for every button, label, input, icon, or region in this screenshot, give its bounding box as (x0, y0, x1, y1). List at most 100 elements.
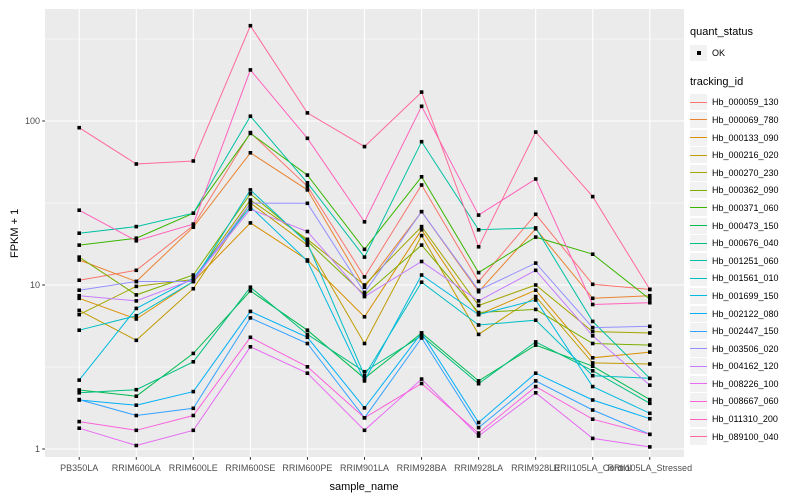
data-point (248, 131, 253, 136)
data-point (134, 428, 139, 433)
data-point (533, 379, 538, 383)
data-point (590, 369, 595, 373)
legend-tracking-id-title: tracking_id (690, 75, 744, 88)
data-point (590, 417, 595, 421)
data-point (191, 428, 196, 433)
data-point (134, 306, 139, 311)
data-point (248, 207, 253, 211)
legend-item-Hb_000362_090[interactable]: Hb_000362_090 (690, 182, 798, 200)
data-point (533, 235, 538, 239)
data-point (476, 381, 481, 386)
data-point (362, 144, 367, 149)
legend-key-box (690, 375, 707, 392)
legend-item-Hb_000676_040[interactable]: Hb_000676_040 (690, 234, 798, 252)
legend-item-Hb_008667_060[interactable]: Hb_008667_060 (690, 393, 798, 411)
legend-item-Hb_000069_780[interactable]: Hb_000069_780 (690, 111, 798, 129)
y-tick-label: 100 (24, 115, 40, 126)
legend-item-Hb_001561_010[interactable]: Hb_001561_010 (690, 270, 798, 288)
data-point (305, 188, 310, 192)
legend-color-line (690, 154, 707, 156)
data-point (305, 229, 310, 234)
data-point (648, 287, 652, 292)
data-point (362, 376, 367, 381)
legend-item-Hb_001699_150[interactable]: Hb_001699_150 (690, 287, 798, 305)
legend-label: OK (712, 47, 726, 58)
data-point (419, 280, 424, 284)
data-point (248, 198, 253, 202)
data-point (648, 376, 652, 381)
data-point (305, 184, 310, 189)
data-point (77, 391, 81, 395)
data-point (648, 324, 652, 329)
data-point (590, 398, 595, 402)
legend-key-box (690, 358, 707, 375)
data-point (191, 222, 196, 226)
data-point (533, 318, 538, 322)
data-point (248, 201, 253, 205)
data-point (362, 283, 367, 287)
legend-item-Hb_000473_150[interactable]: Hb_000473_150 (690, 217, 798, 235)
data-point (305, 241, 310, 245)
data-point (419, 377, 424, 381)
legend-item-Hb_004162_120[interactable]: Hb_004162_120 (690, 358, 798, 376)
legend-item-Hb_002447_150[interactable]: Hb_002447_150 (690, 322, 798, 340)
legend-label: Hb_001561_010 (712, 273, 779, 284)
legend-item-quant-ok[interactable]: OK (690, 44, 798, 62)
data-point (134, 224, 139, 229)
data-point (77, 243, 81, 247)
legend-label: Hb_000362_090 (712, 185, 779, 196)
data-point (533, 384, 538, 389)
legend-color-line (690, 383, 707, 385)
data-point (248, 151, 253, 155)
legend-item-Hb_011310_200[interactable]: Hb_011310_200 (690, 410, 798, 428)
legend-key-box (690, 129, 707, 146)
data-point (362, 416, 367, 420)
data-point (419, 175, 424, 179)
data-point (134, 279, 139, 284)
legend-item-Hb_003506_020[interactable]: Hb_003506_020 (690, 340, 798, 358)
data-point (590, 334, 595, 338)
legend-item-Hb_002122_080[interactable]: Hb_002122_080 (690, 305, 798, 323)
data-point (533, 298, 538, 302)
data-point (419, 228, 424, 232)
legend-item-Hb_008226_100[interactable]: Hb_008226_100 (690, 375, 798, 393)
data-point (362, 290, 367, 295)
legend-color-line (690, 260, 707, 262)
data-point (134, 443, 139, 448)
data-point (476, 303, 481, 308)
legend-item-Hb_089100_040[interactable]: Hb_089100_040 (690, 428, 798, 446)
data-point (533, 391, 538, 395)
legend-color-line (690, 348, 707, 350)
data-point (590, 373, 595, 378)
data-point (248, 335, 253, 340)
data-point (248, 221, 253, 225)
legend-item-Hb_000371_060[interactable]: Hb_000371_060 (690, 199, 798, 217)
legend-item-Hb_000133_090[interactable]: Hb_000133_090 (690, 129, 798, 147)
data-point (419, 183, 424, 187)
data-point (476, 245, 481, 249)
x-tick-label: RRIM928LE (511, 463, 561, 473)
legend-key-box (690, 305, 707, 322)
data-point (533, 177, 538, 181)
data-point (134, 403, 139, 407)
data-point (77, 312, 81, 317)
data-point (191, 211, 196, 215)
data-point (77, 125, 81, 130)
data-point (77, 208, 81, 212)
x-tick-label: RRIM928LA (454, 463, 504, 473)
data-point (77, 388, 81, 392)
legend-item-Hb_000270_230[interactable]: Hb_000270_230 (690, 164, 798, 182)
legend-key-box (690, 164, 707, 181)
data-point (476, 312, 481, 317)
legend-item-Hb_000216_020[interactable]: Hb_000216_020 (690, 146, 798, 164)
data-point (191, 279, 196, 284)
legend-item-Hb_000059_130[interactable]: Hb_000059_130 (690, 94, 798, 112)
legend-color-line (690, 436, 707, 438)
data-point (648, 416, 652, 421)
data-point (590, 341, 595, 346)
data-point (476, 425, 481, 430)
data-point (305, 341, 310, 346)
legend-item-Hb_001251_060[interactable]: Hb_001251_060 (690, 252, 798, 270)
